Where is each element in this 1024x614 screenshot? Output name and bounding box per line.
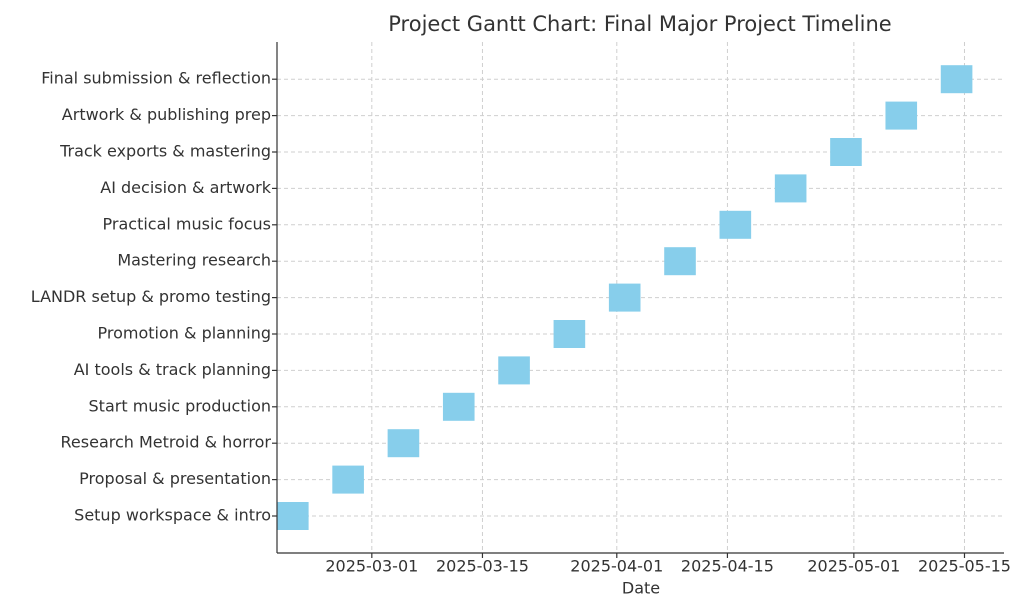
y-tick-label: Setup workspace & intro bbox=[74, 506, 271, 525]
y-tick-label: Proposal & presentation bbox=[79, 469, 271, 488]
x-tick-label: 2025-03-15 bbox=[436, 557, 529, 576]
bar bbox=[608, 283, 641, 312]
y-tick-label: AI tools & track planning bbox=[74, 360, 271, 379]
y-tick-label: AI decision & artwork bbox=[100, 178, 271, 197]
x-tick-label: 2025-03-01 bbox=[325, 557, 418, 576]
x-tick-label: 2025-04-01 bbox=[570, 557, 663, 576]
y-tick-label: Final submission & reflection bbox=[41, 69, 271, 88]
x-tick-label: 2025-05-01 bbox=[807, 557, 900, 576]
bar bbox=[332, 465, 364, 494]
y-tick-label: Start music production bbox=[89, 396, 271, 415]
bar bbox=[387, 429, 420, 458]
bar bbox=[277, 502, 309, 530]
bar bbox=[553, 320, 586, 348]
y-tick-label: Research Metroid & horror bbox=[61, 433, 272, 452]
bar bbox=[774, 174, 807, 203]
y-tick-label: Track exports & mastering bbox=[59, 142, 271, 161]
y-tick-label: LANDR setup & promo testing bbox=[31, 287, 271, 306]
x-tick-label: 2025-04-15 bbox=[681, 557, 774, 576]
bar bbox=[719, 210, 752, 239]
y-tick-label: Practical music focus bbox=[103, 214, 271, 233]
x-tick-label: 2025-05-15 bbox=[918, 557, 1011, 576]
chart-title: Project Gantt Chart: Final Major Project… bbox=[388, 12, 891, 36]
bar bbox=[830, 138, 862, 166]
bar bbox=[442, 392, 475, 421]
y-tick-label: Mastering research bbox=[117, 251, 271, 270]
bar bbox=[940, 65, 973, 94]
bar bbox=[664, 247, 696, 276]
x-axis-label: Date bbox=[622, 579, 660, 598]
y-tick-label: Artwork & publishing prep bbox=[62, 105, 271, 124]
y-tick-label: Promotion & planning bbox=[98, 324, 271, 343]
bar bbox=[885, 101, 918, 130]
bar bbox=[498, 356, 530, 385]
